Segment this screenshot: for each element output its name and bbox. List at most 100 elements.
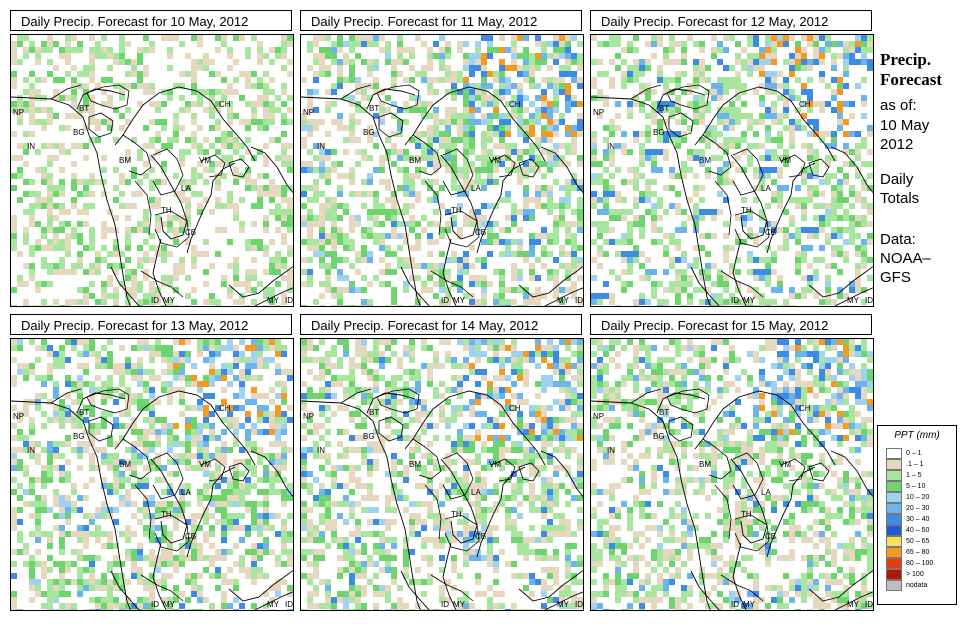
precip-cell (741, 149, 747, 155)
precip-cell (499, 293, 505, 299)
precip-cell (873, 287, 874, 293)
precip-cell (825, 287, 831, 293)
precip-cell (269, 197, 275, 203)
precip-cell (11, 71, 17, 77)
precip-cell (281, 131, 287, 137)
precip-cell (161, 119, 167, 125)
precip-cell (203, 435, 209, 441)
precip-cell (391, 77, 397, 83)
precip-cell (361, 363, 367, 369)
precip-cell (83, 531, 89, 537)
precip-cell (191, 89, 197, 95)
precip-cell (143, 293, 149, 299)
precip-cell (669, 89, 675, 95)
precip-cell (343, 275, 349, 281)
precip-cell (675, 269, 681, 275)
precip-cell (35, 459, 41, 465)
precip-cell (197, 101, 203, 107)
precip-cell (113, 489, 119, 495)
precip-cell (167, 227, 173, 233)
precip-cell (571, 221, 577, 227)
precip-cell (621, 59, 627, 65)
precip-cell (361, 423, 367, 429)
precip-cell (493, 107, 499, 113)
precip-cell (343, 257, 349, 263)
precip-cell (119, 113, 125, 119)
precip-cell (11, 525, 17, 531)
precip-cell (559, 53, 565, 59)
precip-cell (687, 263, 693, 269)
precip-cell (367, 387, 373, 393)
precip-cell (11, 405, 17, 411)
precip-cell (113, 293, 119, 299)
precip-cell (59, 405, 65, 411)
precip-cell (861, 35, 867, 41)
precip-cell (233, 423, 239, 429)
precip-cell (149, 531, 155, 537)
precip-cell (275, 393, 281, 399)
precip-cell (41, 95, 47, 101)
precip-cell (615, 143, 621, 149)
precip-cell (867, 125, 873, 131)
precip-cell (227, 489, 233, 495)
precip-cell (209, 543, 215, 549)
precip-cell (143, 369, 149, 375)
precip-cell (577, 275, 583, 281)
precip-cell (511, 149, 517, 155)
precip-cell (873, 185, 874, 191)
precip-cell (403, 77, 409, 83)
precip-cell (415, 131, 421, 137)
precip-cell (373, 191, 379, 197)
precip-cell (735, 215, 741, 221)
precip-cell (263, 501, 269, 507)
precip-cell (251, 203, 257, 209)
precip-cell (221, 203, 227, 209)
precip-cell (59, 591, 65, 597)
precip-cell (239, 351, 245, 357)
precip-cell (553, 59, 559, 65)
precip-cell (541, 53, 547, 59)
precip-cell (71, 161, 77, 167)
precip-cell (257, 393, 263, 399)
precip-cell (753, 287, 759, 293)
precip-cell (197, 597, 203, 603)
precip-cell (167, 513, 173, 519)
precip-cell (281, 393, 287, 399)
precip-cell (275, 555, 281, 561)
precip-cell (11, 591, 17, 597)
precip-cell (77, 465, 83, 471)
precip-cell (373, 83, 379, 89)
precip-cell (457, 131, 463, 137)
precip-cell (523, 125, 529, 131)
precip-cell (197, 41, 203, 47)
precip-cell (583, 125, 584, 131)
precip-cell (89, 597, 95, 603)
precip-cell (687, 197, 693, 203)
precip-cell (807, 95, 813, 101)
precip-cell (571, 209, 577, 215)
precip-cell (197, 585, 203, 591)
precip-cell (379, 233, 385, 239)
precip-cell (385, 281, 391, 287)
precip-cell (149, 281, 155, 287)
precip-cell (771, 119, 777, 125)
precip-cell (161, 167, 167, 173)
precip-cell (843, 59, 849, 65)
precip-cell (603, 281, 609, 287)
country-label: LA (181, 184, 191, 193)
precip-cell (813, 41, 819, 47)
precip-cell (837, 179, 843, 185)
precip-cell (645, 113, 651, 119)
precip-cell (287, 375, 293, 381)
precip-cell (167, 221, 173, 227)
precip-cell (119, 477, 125, 483)
precip-cell (541, 387, 547, 393)
precip-cell (197, 489, 203, 495)
precip-cell (439, 203, 445, 209)
precip-cell (487, 381, 493, 387)
precip-cell (621, 71, 627, 77)
precip-cell (263, 345, 269, 351)
precip-cell (627, 71, 633, 77)
precip-cell (233, 495, 239, 501)
